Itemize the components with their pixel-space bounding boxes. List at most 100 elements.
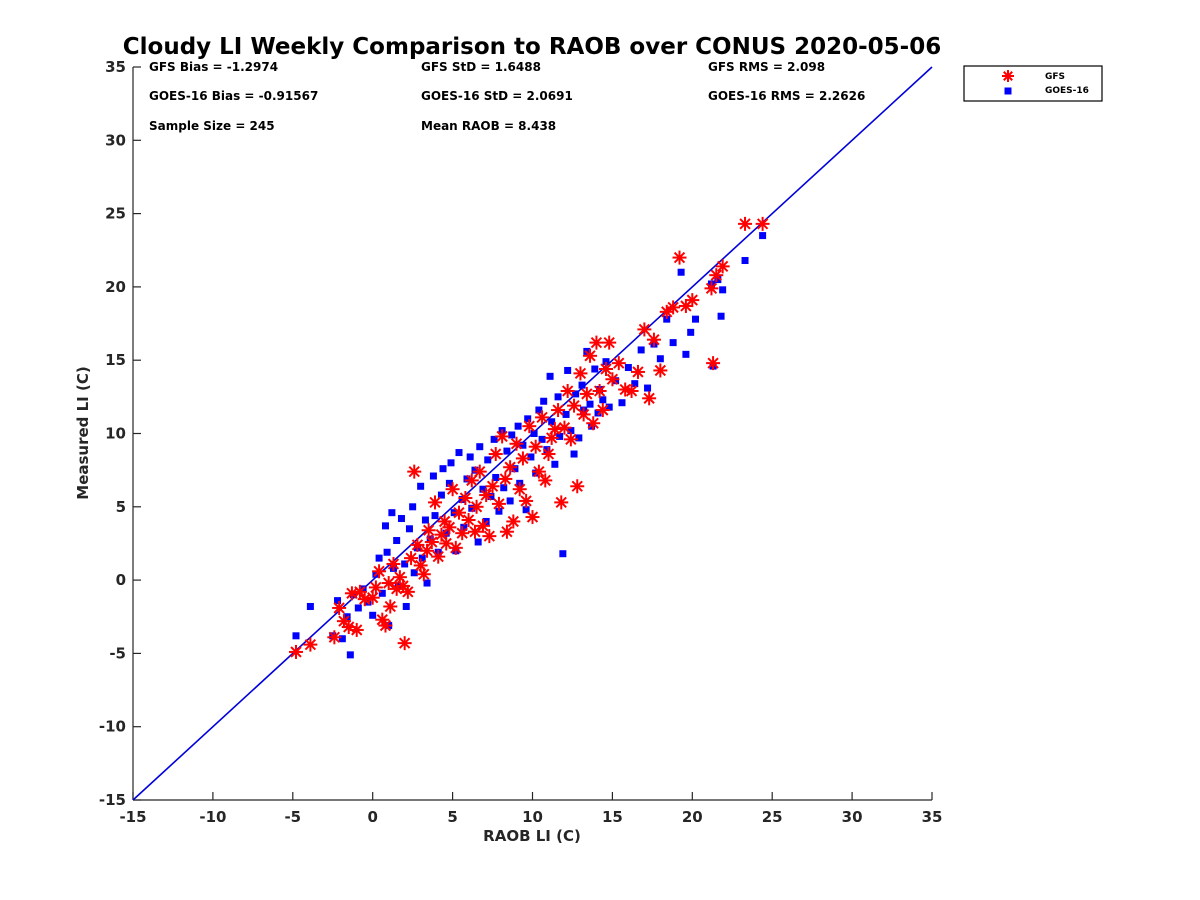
- data-point: [559, 550, 567, 558]
- data-point: [564, 366, 572, 374]
- data-point: [445, 479, 453, 487]
- data-point: [487, 493, 495, 501]
- stat-annotation: GFS RMS = 2.098: [708, 60, 825, 74]
- data-point: [576, 407, 591, 422]
- legend-box: [963, 65, 1103, 102]
- data-point: [515, 451, 530, 466]
- stat-annotation: Mean RAOB = 8.438: [421, 119, 556, 133]
- data-point: [535, 406, 543, 414]
- data-point: [624, 364, 632, 372]
- series-gfs: [288, 216, 770, 659]
- data-point: [439, 465, 447, 473]
- y-axis-label: Measured LI (C): [74, 366, 92, 499]
- data-point: [704, 281, 719, 296]
- y-tick-label: 30: [105, 131, 126, 149]
- chart-title: Cloudy LI Weekly Comparison to RAOB over…: [123, 34, 941, 60]
- data-point: [475, 518, 490, 533]
- data-point: [442, 529, 450, 537]
- x-tick-label: 15: [602, 808, 623, 826]
- data-point: [575, 434, 583, 442]
- legend-marker-goes-16: [1004, 87, 1012, 95]
- data-point: [644, 384, 652, 392]
- legend-label-goes-16: GOES-16: [1045, 86, 1089, 96]
- data-point: [431, 512, 439, 520]
- data-point: [410, 537, 425, 552]
- y-tick-label: 0: [116, 571, 126, 589]
- data-point: [352, 584, 367, 599]
- data-point: [709, 268, 724, 283]
- data-point: [551, 403, 566, 418]
- data-point: [455, 526, 470, 541]
- data-point: [472, 464, 487, 479]
- x-tick-label: 25: [762, 808, 783, 826]
- data-point: [738, 216, 753, 231]
- data-point: [687, 328, 695, 336]
- x-tick-label: -10: [199, 808, 226, 826]
- data-point: [458, 495, 466, 503]
- data-point: [759, 232, 767, 240]
- data-point: [381, 576, 396, 591]
- stat-annotation: GOES-16 Bias = -0.91567: [149, 89, 318, 103]
- data-point: [383, 548, 391, 556]
- data-point: [506, 497, 514, 505]
- data-point: [573, 366, 588, 381]
- stat-annotation: GFS Bias = -1.2974: [149, 60, 278, 74]
- data-point: [666, 300, 681, 315]
- y-tick-label: 25: [105, 205, 126, 223]
- data-point: [562, 410, 570, 418]
- data-point: [509, 436, 524, 451]
- data-point: [485, 479, 500, 494]
- data-point: [706, 356, 721, 371]
- data-point: [288, 644, 303, 659]
- data-point: [551, 460, 559, 468]
- data-point: [583, 348, 598, 363]
- data-point: [495, 429, 510, 444]
- data-point: [401, 560, 409, 568]
- data-point: [476, 443, 484, 451]
- data-point: [393, 537, 401, 545]
- data-point: [421, 523, 436, 538]
- data-point: [409, 503, 417, 511]
- data-point: [488, 447, 503, 462]
- data-point: [471, 466, 479, 474]
- data-point: [484, 456, 492, 464]
- data-point: [448, 540, 463, 555]
- data-point: [532, 469, 540, 477]
- data-point: [563, 432, 578, 447]
- data-point: [611, 356, 626, 371]
- data-point: [557, 420, 572, 435]
- data-point: [467, 524, 482, 539]
- data-point: [346, 651, 354, 659]
- stat-annotation: GFS StD = 1.6488: [421, 60, 541, 74]
- data-point: [404, 551, 419, 566]
- data-point: [589, 335, 604, 350]
- data-point: [522, 419, 537, 434]
- data-point: [461, 512, 476, 527]
- data-point: [514, 422, 522, 430]
- data-point: [605, 372, 620, 387]
- x-tick-label: 5: [447, 808, 457, 826]
- data-point: [327, 630, 342, 645]
- data-point: [405, 525, 413, 533]
- data-point: [612, 377, 620, 385]
- data-point: [548, 418, 556, 426]
- data-point: [602, 358, 610, 366]
- data-point: [388, 509, 396, 517]
- data-point: [410, 569, 418, 577]
- x-tick-label: 35: [922, 808, 943, 826]
- data-point: [618, 399, 626, 407]
- data-point: [508, 431, 516, 439]
- x-axis-label: RAOB LI (C): [483, 827, 581, 845]
- data-point: [417, 482, 425, 490]
- data-point: [755, 216, 770, 231]
- data-point: [344, 586, 359, 601]
- data-point: [396, 578, 411, 593]
- data-point: [334, 597, 342, 605]
- data-point: [624, 383, 639, 398]
- data-point: [332, 600, 347, 615]
- data-point: [637, 322, 652, 337]
- y-tick-label: -10: [99, 718, 126, 736]
- stat-annotation: Sample Size = 245: [149, 119, 275, 133]
- data-point: [714, 276, 722, 284]
- x-tick-label: -15: [119, 808, 146, 826]
